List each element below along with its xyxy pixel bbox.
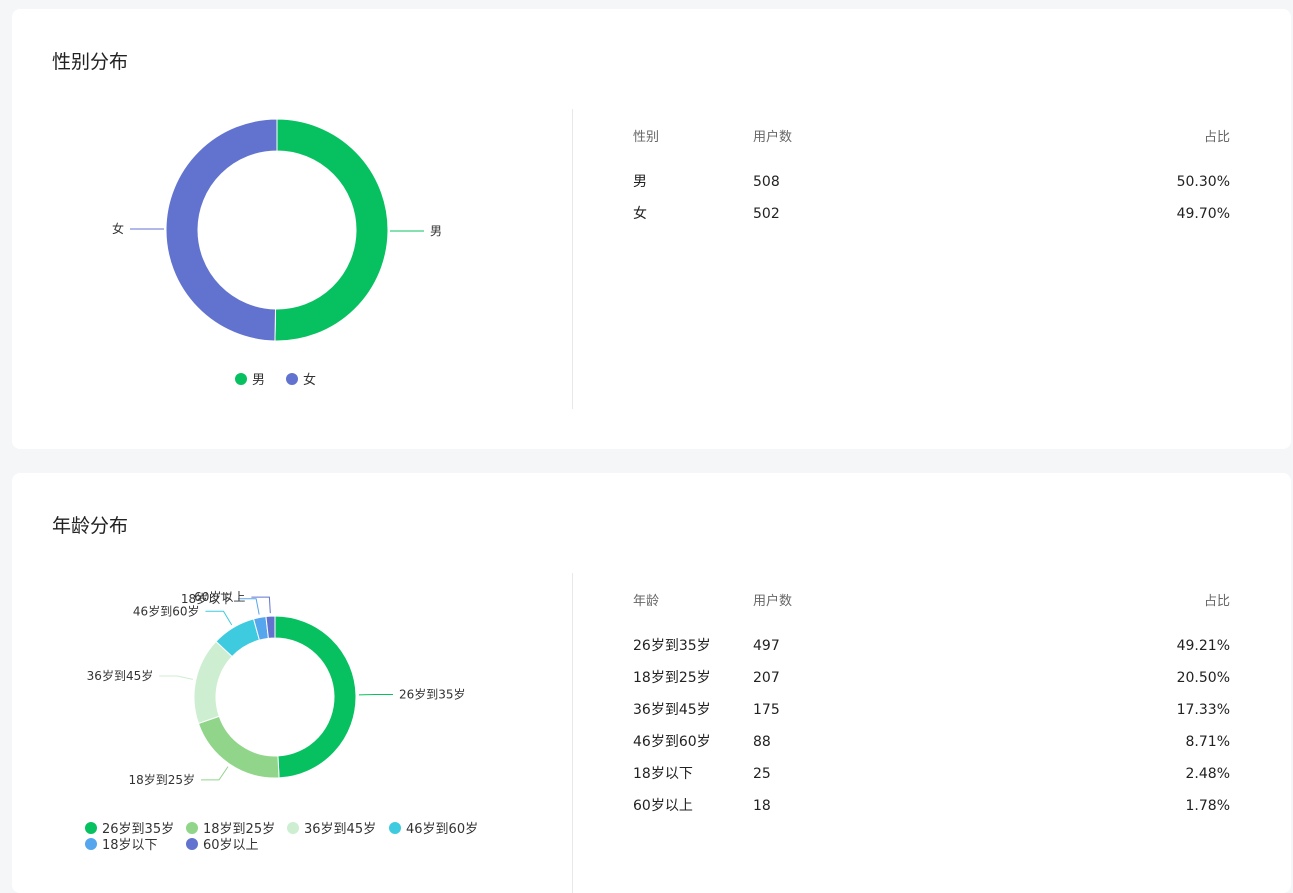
- row-count: 207: [753, 662, 780, 694]
- legend-label[interactable]: 18岁到25岁: [203, 822, 275, 837]
- table-row: 60岁以上 18 1.78%: [633, 790, 1230, 822]
- row-label: 60岁以上: [633, 790, 693, 822]
- gender-donut-chart: 男女男女: [12, 9, 572, 449]
- donut-slice-1[interactable]: [198, 716, 279, 778]
- row-label: 46岁到60岁: [633, 726, 711, 758]
- legend-marker[interactable]: [235, 373, 247, 385]
- slice-label: 18岁到25岁: [128, 772, 195, 787]
- table-row: 女 502 49.70%: [633, 198, 1230, 230]
- legend-marker[interactable]: [389, 822, 401, 834]
- donut-slice-1[interactable]: [166, 119, 277, 341]
- row-count: 18: [753, 790, 771, 822]
- legend-label[interactable]: 26岁到35岁: [102, 822, 174, 837]
- legend-marker[interactable]: [287, 822, 299, 834]
- row-count: 25: [753, 758, 771, 790]
- table-row: 18岁以下 25 2.48%: [633, 758, 1230, 790]
- table-header: 年龄 用户数 占比: [633, 586, 1230, 618]
- slice-label: 男: [430, 224, 442, 238]
- leader-line: [251, 597, 270, 613]
- age-table: 年龄 用户数 占比 26岁到35岁 497 49.21% 18岁到25岁 207…: [633, 586, 1230, 822]
- table-row: 男 508 50.30%: [633, 166, 1230, 198]
- row-label: 男: [633, 166, 647, 198]
- header-users: 用户数: [753, 122, 792, 154]
- row-count: 508: [753, 166, 780, 198]
- slice-label: 女: [112, 221, 124, 236]
- slice-label: 26岁到35岁: [399, 687, 466, 702]
- row-label: 36岁到45岁: [633, 694, 711, 726]
- header-ratio: 占比: [1204, 122, 1230, 154]
- legend-marker[interactable]: [186, 822, 198, 834]
- legend-label[interactable]: 18岁以下: [102, 838, 158, 853]
- legend-marker[interactable]: [286, 373, 298, 385]
- row-ratio: 50.30%: [1177, 166, 1230, 198]
- donut-slice-0[interactable]: [275, 616, 356, 778]
- legend-label[interactable]: 46岁到60岁: [406, 822, 478, 837]
- row-label: 18岁到25岁: [633, 662, 711, 694]
- row-label: 26岁到35岁: [633, 630, 711, 662]
- header-age: 年龄: [633, 586, 659, 618]
- row-ratio: 49.70%: [1177, 198, 1230, 230]
- donut-slice-2[interactable]: [194, 641, 232, 723]
- divider: [572, 109, 573, 409]
- legend-marker[interactable]: [186, 838, 198, 850]
- row-ratio: 49.21%: [1177, 630, 1230, 662]
- header-ratio: 占比: [1204, 586, 1230, 618]
- leader-line: [205, 611, 231, 625]
- slice-label: 60岁以上: [194, 589, 245, 604]
- row-count: 502: [753, 198, 780, 230]
- legend-marker[interactable]: [85, 822, 97, 834]
- row-ratio: 20.50%: [1177, 662, 1230, 694]
- row-ratio: 8.71%: [1186, 726, 1230, 758]
- gender-distribution-card: 性别分布 男女男女 性别 用户数 占比 男 508 50.30% 女 502 4…: [12, 9, 1291, 449]
- donut-slice-0[interactable]: [275, 119, 388, 341]
- legend-label[interactable]: 男: [252, 373, 265, 388]
- legend-label[interactable]: 女: [303, 372, 316, 388]
- row-count: 88: [753, 726, 771, 758]
- legend-label[interactable]: 36岁到45岁: [304, 822, 376, 837]
- leader-line: [159, 676, 193, 679]
- table-row: 36岁到45岁 175 17.33%: [633, 694, 1230, 726]
- slice-label: 36岁到45岁: [87, 668, 154, 683]
- row-count: 497: [753, 630, 780, 662]
- table-header: 性别 用户数 占比: [633, 122, 1230, 154]
- age-donut-chart: 26岁到35岁 18岁到25岁 36岁到45岁 46岁到60岁 18岁以下 60岁以上 26…: [12, 473, 572, 872]
- row-ratio: 2.48%: [1186, 758, 1230, 790]
- header-users: 用户数: [753, 586, 792, 618]
- divider: [572, 573, 573, 893]
- row-label: 女: [633, 198, 647, 230]
- table-row: 18岁到25岁 207 20.50%: [633, 662, 1230, 694]
- table-row: 46岁到60岁 88 8.71%: [633, 726, 1230, 758]
- table-row: 26岁到35岁 497 49.21%: [633, 630, 1230, 662]
- legend-marker[interactable]: [85, 838, 97, 850]
- row-ratio: 17.33%: [1177, 694, 1230, 726]
- legend-label[interactable]: 60岁以上: [203, 838, 259, 853]
- leader-line: [201, 767, 228, 780]
- row-count: 175: [753, 694, 780, 726]
- header-gender: 性别: [633, 122, 659, 154]
- row-label: 18岁以下: [633, 758, 693, 790]
- row-ratio: 1.78%: [1186, 790, 1230, 822]
- gender-table: 性别 用户数 占比 男 508 50.30% 女 502 49.70%: [633, 122, 1230, 230]
